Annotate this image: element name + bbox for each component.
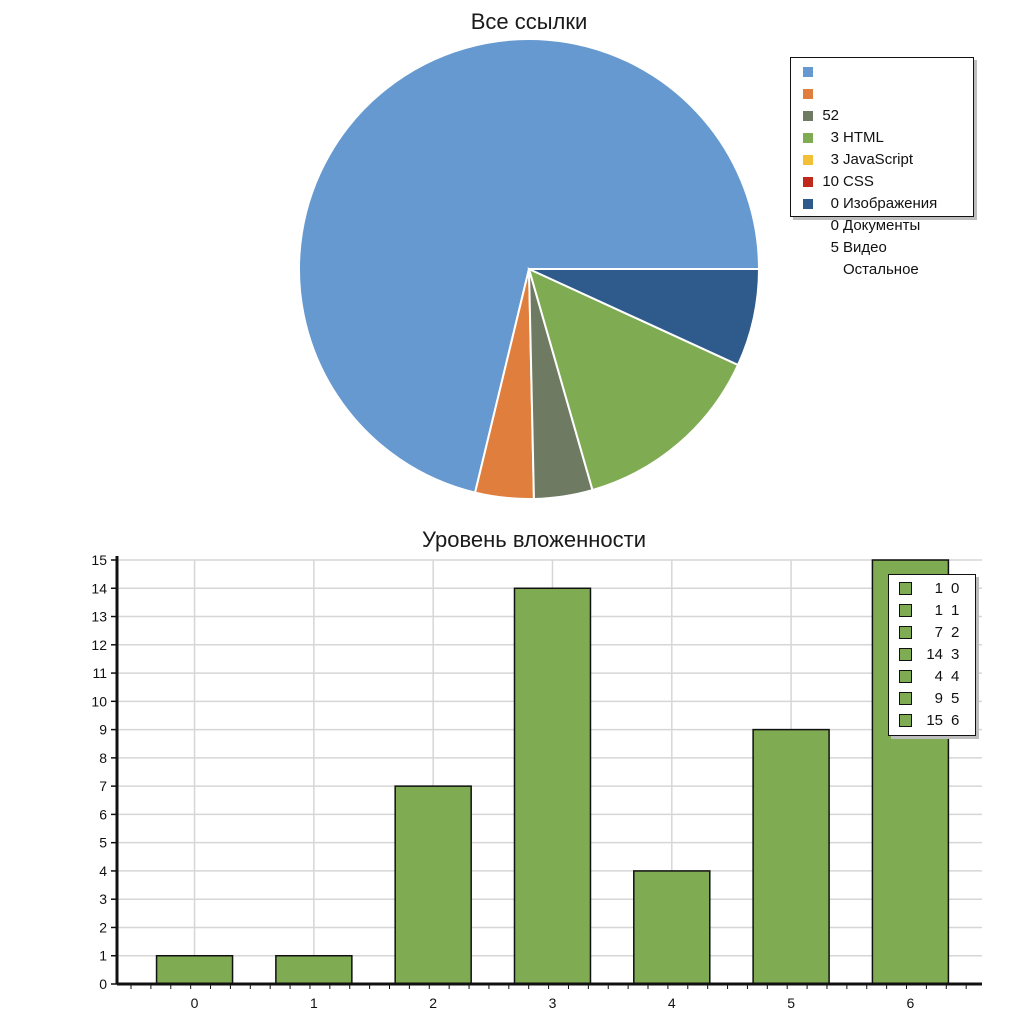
bar-chart-bars [155,559,950,985]
bar-legend-item: 7 2 [889,622,975,644]
legend-swatch [803,177,813,187]
legend-label: 4 [951,668,960,685]
bar-level-5 [752,728,830,985]
pie-chart [298,38,761,500]
legend-swatch [803,155,813,165]
legend-value: 3 [830,151,839,168]
y-tick-label: 2 [99,919,107,935]
legend-label: 1 [951,602,960,619]
pie-legend-item: 52 HTML [791,61,973,146]
y-tick-label: 11 [92,665,107,681]
y-tick-label: 12 [91,637,107,653]
pie-slice-html [298,38,761,494]
pie-chart-title: Все ссылки [470,9,588,34]
bar-legend-item: 15 6 [889,710,975,732]
legend-swatch [899,692,912,705]
legend-label: Остальное [843,261,919,278]
legend-value: 15 [926,712,943,729]
legend-label: JavaScript [843,151,914,168]
legend-value: 7 [934,624,943,641]
x-tick-label: 5 [787,995,795,1011]
bar-chart-title: Уровень вложенности [422,527,646,552]
legend-label: 6 [951,712,960,729]
legend-swatch [899,648,912,661]
y-tick-label: 15 [91,552,107,568]
legend-label: 5 [951,690,960,707]
y-tick-label: 13 [91,609,107,625]
y-tick-label: 10 [91,693,107,709]
legend-label: 3 [951,646,960,663]
bar-legend: 1 0 1 1 7 2 14 3 4 4 9 5 15 6 [888,574,976,736]
legend-label: Изображения [843,195,938,212]
bar-legend-item: 1 0 [889,578,975,600]
y-tick-label: 14 [91,580,107,596]
y-tick-label: 7 [99,778,107,794]
legend-swatch [899,670,912,683]
legend-label: HTML [843,129,884,146]
bar-legend-item: 1 1 [889,600,975,622]
legend-swatch [803,67,813,77]
legend-value: 3 [830,129,839,146]
legend-value: 14 [926,646,943,663]
legend-swatch [803,89,813,99]
x-tick-label: 6 [907,995,915,1011]
legend-value: 1 [934,580,943,597]
legend-value: 52 [822,107,839,124]
legend-swatch [803,133,813,143]
x-tick-label: 0 [191,995,199,1011]
legend-label: CSS [843,173,874,190]
x-tick-label: 3 [549,995,557,1011]
pie-legend: 52 HTML 3 JavaScript 3 CSS 10 Изображени… [790,57,974,278]
y-tick-label: 8 [99,750,107,766]
legend-label: Видео [843,239,887,256]
bar-level-4 [633,870,711,985]
legend-swatch [899,626,912,639]
legend-label: 2 [951,624,960,641]
pie-slice-изображения [527,267,740,492]
y-tick-label: 3 [99,891,107,907]
legend-value: 0 [830,217,839,234]
pie-legend-item: 5 Остальное [791,193,973,278]
pie-legend-item: 0 Видео [791,171,973,256]
pie-slice-остальное [528,268,761,367]
legend-value: 10 [822,173,839,190]
legend-swatch [899,604,912,617]
legend-value: 9 [934,690,943,707]
legend-swatch [899,582,912,595]
legend-swatch [803,111,813,121]
legend-value: 1 [934,602,943,619]
pie-legend-item: 3 JavaScript [791,83,973,168]
bar-legend-item: 14 3 [889,644,975,666]
x-tick-label: 4 [668,995,676,1011]
bar-level-2 [394,785,472,985]
bar-level-0 [155,954,234,985]
y-tick-label: 1 [99,948,107,964]
pie-legend-item: 10 Изображения [791,127,973,212]
bar-legend-item: 4 4 [889,666,975,688]
bar-level-3 [513,587,592,985]
legend-swatch [803,199,813,209]
legend-swatch [899,714,912,727]
y-tick-label: 4 [99,863,107,879]
x-tick-label: 2 [429,995,437,1011]
y-tick-label: 0 [99,976,107,992]
x-tick-label: 1 [310,995,318,1011]
y-tick-label: 6 [99,806,107,822]
legend-value: 5 [830,239,839,256]
y-tick-label: 5 [99,835,107,851]
legend-value: 0 [830,195,839,212]
legend-label: Документы [843,217,921,234]
bar-legend-item: 9 5 [889,688,975,710]
legend-label: 0 [951,580,960,597]
legend-value: 4 [934,668,943,685]
bar-level-1 [275,954,353,985]
pie-legend-item: 0 Документы [791,149,973,234]
pie-legend-item: 3 CSS [791,105,973,190]
y-tick-label: 9 [99,722,107,738]
